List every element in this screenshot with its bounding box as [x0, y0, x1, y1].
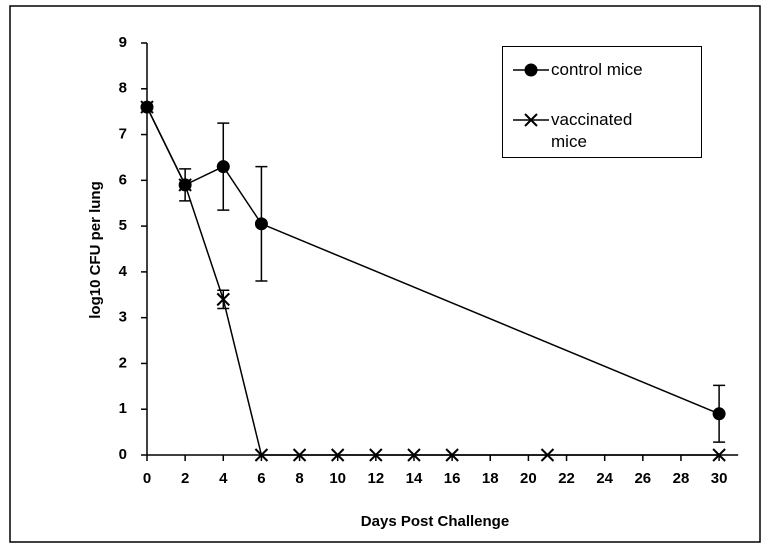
y-tick-label: 8 — [119, 80, 127, 97]
legend-item: vaccinated mice — [511, 109, 671, 153]
marker — [712, 448, 726, 462]
marker — [216, 160, 230, 174]
marker — [178, 178, 192, 192]
x-tick-label: 10 — [329, 470, 346, 487]
marker — [254, 217, 268, 231]
marker — [524, 63, 538, 77]
marker — [254, 448, 269, 462]
marker — [712, 407, 726, 421]
series-line — [146, 106, 720, 456]
marker — [407, 448, 421, 462]
x-tick-label: 24 — [596, 470, 613, 487]
marker — [330, 448, 345, 462]
x-tick-label: 8 — [295, 470, 303, 487]
marker — [540, 448, 555, 462]
x-tick-label: 0 — [143, 470, 151, 487]
x-tick-label: 22 — [558, 470, 575, 487]
y-tick-label: 7 — [119, 126, 127, 143]
x-tick-label: 14 — [406, 470, 423, 487]
x-tick-label: 16 — [444, 470, 461, 487]
marker — [369, 448, 383, 462]
x-tick-label: 6 — [257, 470, 265, 487]
marker — [445, 448, 459, 462]
marker — [292, 448, 307, 462]
legend-symbol — [513, 63, 549, 77]
legend-label: vaccinated mice — [551, 110, 633, 151]
y-tick-label: 6 — [119, 171, 127, 188]
x-tick-label: 18 — [482, 470, 499, 487]
y-tick-label: 3 — [119, 309, 127, 326]
x-tick-label: 4 — [219, 470, 228, 487]
legend-symbol — [513, 113, 549, 127]
marker — [524, 113, 538, 127]
y-tick-label: 5 — [119, 217, 127, 234]
legend: control mice vaccinated mice — [502, 46, 702, 158]
x-tick-label: 12 — [367, 470, 384, 487]
y-tick-label: 0 — [119, 446, 127, 463]
legend-label: control mice — [551, 60, 643, 79]
x-axis-label: Days Post Challenge — [361, 513, 509, 530]
y-tick-label: 9 — [119, 34, 127, 51]
marker — [216, 292, 230, 307]
frame — [9, 5, 761, 543]
marker — [140, 100, 154, 114]
y-tick-label: 1 — [119, 400, 127, 417]
y-axis-label: log10 CFU per lung — [87, 181, 104, 319]
x-tick-label: 30 — [711, 470, 728, 487]
y-tick-label: 2 — [119, 354, 127, 371]
y-tick-label: 4 — [119, 263, 128, 280]
x-tick-label: 20 — [520, 470, 537, 487]
x-tick-label: 2 — [181, 470, 189, 487]
legend-item: control mice — [511, 59, 671, 81]
x-tick-label: 28 — [673, 470, 690, 487]
x-tick-label: 26 — [634, 470, 651, 487]
